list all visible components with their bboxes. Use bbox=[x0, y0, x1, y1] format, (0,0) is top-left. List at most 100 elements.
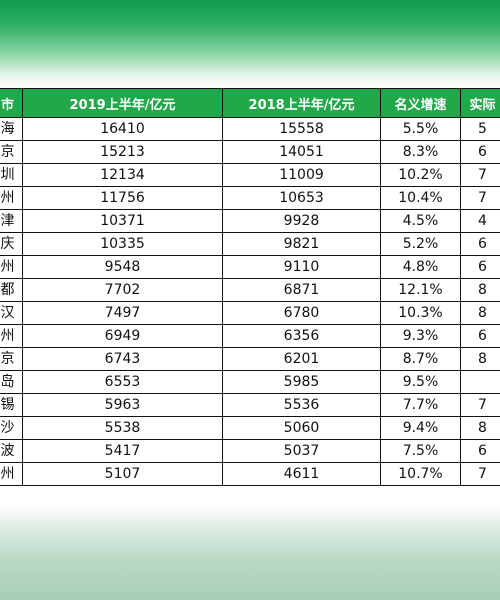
cell-2018: 6201 bbox=[222, 347, 381, 371]
cell-2019: 5417 bbox=[22, 439, 223, 463]
cell-2019: 7497 bbox=[22, 301, 223, 325]
cell-real: 7 bbox=[460, 163, 500, 187]
gdp-table-container: 市 2019上半年/亿元 2018上半年/亿元 名义增速 实际 海 16410 15… bbox=[0, 88, 500, 486]
table-row: 京 6743 6201 8.7% 8 bbox=[0, 347, 500, 371]
gdp-comparison-table: 市 2019上半年/亿元 2018上半年/亿元 名义增速 实际 海 16410 15… bbox=[0, 88, 500, 486]
cell-2019: 12134 bbox=[22, 163, 223, 187]
table-row: 州 6949 6356 9.3% 6 bbox=[0, 324, 500, 348]
cell-nominal: 5.2% bbox=[380, 232, 461, 256]
table-body: 海 16410 15558 5.5% 5 京 15213 14051 8.3% 6 圳 12134… bbox=[0, 117, 500, 486]
table-row: 岛 6553 5985 9.5% bbox=[0, 370, 500, 394]
cell-real: 6 bbox=[460, 439, 500, 463]
cell-2018: 11009 bbox=[222, 163, 381, 187]
cell-2018: 9928 bbox=[222, 209, 381, 233]
cell-2019: 6553 bbox=[22, 370, 223, 394]
cell-real: 6 bbox=[460, 324, 500, 348]
cell-real bbox=[460, 370, 500, 394]
cell-2018: 4611 bbox=[222, 462, 381, 486]
table-row: 海 16410 15558 5.5% 5 bbox=[0, 117, 500, 141]
cell-2018: 14051 bbox=[222, 140, 381, 164]
table-row: 圳 12134 11009 10.2% 7 bbox=[0, 163, 500, 187]
cell-nominal: 4.5% bbox=[380, 209, 461, 233]
cell-city: 海 bbox=[0, 117, 23, 141]
table-row: 汉 7497 6780 10.3% 8 bbox=[0, 301, 500, 325]
header-nominal-growth: 名义增速 bbox=[380, 88, 461, 118]
cell-city: 京 bbox=[0, 347, 23, 371]
cell-nominal: 10.2% bbox=[380, 163, 461, 187]
table-header-row: 市 2019上半年/亿元 2018上半年/亿元 名义增速 实际 bbox=[0, 88, 500, 118]
table-row: 津 10371 9928 4.5% 4 bbox=[0, 209, 500, 233]
cell-nominal: 8.3% bbox=[380, 140, 461, 164]
cell-city: 岛 bbox=[0, 370, 23, 394]
cell-2019: 6949 bbox=[22, 324, 223, 348]
cell-real: 8 bbox=[460, 278, 500, 302]
cell-city: 锡 bbox=[0, 393, 23, 417]
cell-city: 津 bbox=[0, 209, 23, 233]
cell-2019: 16410 bbox=[22, 117, 223, 141]
cell-2019: 7702 bbox=[22, 278, 223, 302]
cell-city: 圳 bbox=[0, 163, 23, 187]
cell-2018: 5037 bbox=[222, 439, 381, 463]
cell-nominal: 10.7% bbox=[380, 462, 461, 486]
cell-2018: 9821 bbox=[222, 232, 381, 256]
cell-city: 沙 bbox=[0, 416, 23, 440]
cell-nominal: 8.7% bbox=[380, 347, 461, 371]
cell-2018: 6871 bbox=[222, 278, 381, 302]
cell-nominal: 10.3% bbox=[380, 301, 461, 325]
cell-2018: 5060 bbox=[222, 416, 381, 440]
cell-2018: 5985 bbox=[222, 370, 381, 394]
cell-2018: 5536 bbox=[222, 393, 381, 417]
table-row: 沙 5538 5060 9.4% 8 bbox=[0, 416, 500, 440]
cell-real: 7 bbox=[460, 186, 500, 210]
cell-2019: 11756 bbox=[22, 186, 223, 210]
cell-nominal: 9.5% bbox=[380, 370, 461, 394]
cell-city: 州 bbox=[0, 255, 23, 279]
table-row: 锡 5963 5536 7.7% 7 bbox=[0, 393, 500, 417]
cell-real: 5 bbox=[460, 117, 500, 141]
cell-nominal: 9.3% bbox=[380, 324, 461, 348]
cell-city: 庆 bbox=[0, 232, 23, 256]
cell-city: 都 bbox=[0, 278, 23, 302]
table-row: 州 5107 4611 10.7% 7 bbox=[0, 462, 500, 486]
table-row: 波 5417 5037 7.5% 6 bbox=[0, 439, 500, 463]
cell-2019: 9548 bbox=[22, 255, 223, 279]
cell-2019: 5538 bbox=[22, 416, 223, 440]
cell-city: 州 bbox=[0, 186, 23, 210]
cell-2018: 6780 bbox=[222, 301, 381, 325]
cell-city: 州 bbox=[0, 324, 23, 348]
cell-2019: 5107 bbox=[22, 462, 223, 486]
cell-nominal: 4.8% bbox=[380, 255, 461, 279]
cell-2018: 9110 bbox=[222, 255, 381, 279]
table-row: 都 7702 6871 12.1% 8 bbox=[0, 278, 500, 302]
cell-real: 6 bbox=[460, 255, 500, 279]
cell-real: 8 bbox=[460, 347, 500, 371]
cell-real: 4 bbox=[460, 209, 500, 233]
cell-2019: 15213 bbox=[22, 140, 223, 164]
cell-nominal: 7.5% bbox=[380, 439, 461, 463]
cell-nominal: 12.1% bbox=[380, 278, 461, 302]
table-row: 京 15213 14051 8.3% 6 bbox=[0, 140, 500, 164]
cell-real: 8 bbox=[460, 301, 500, 325]
table-row: 庆 10335 9821 5.2% 6 bbox=[0, 232, 500, 256]
cell-2019: 5963 bbox=[22, 393, 223, 417]
cell-nominal: 5.5% bbox=[380, 117, 461, 141]
header-real-growth: 实际 bbox=[460, 88, 500, 118]
cell-city: 州 bbox=[0, 462, 23, 486]
table-row: 州 11756 10653 10.4% 7 bbox=[0, 186, 500, 210]
header-2019-h1: 2019上半年/亿元 bbox=[22, 88, 223, 118]
cell-2018: 6356 bbox=[222, 324, 381, 348]
header-2018-h1: 2018上半年/亿元 bbox=[222, 88, 381, 118]
cell-real: 6 bbox=[460, 140, 500, 164]
cell-2018: 10653 bbox=[222, 186, 381, 210]
cell-city: 京 bbox=[0, 140, 23, 164]
cell-2019: 10371 bbox=[22, 209, 223, 233]
cell-2019: 10335 bbox=[22, 232, 223, 256]
cell-real: 6 bbox=[460, 232, 500, 256]
cell-real: 8 bbox=[460, 416, 500, 440]
table-row: 州 9548 9110 4.8% 6 bbox=[0, 255, 500, 279]
header-city: 市 bbox=[0, 88, 23, 118]
cell-real: 7 bbox=[460, 393, 500, 417]
cell-city: 波 bbox=[0, 439, 23, 463]
cell-city: 汉 bbox=[0, 301, 23, 325]
cell-nominal: 7.7% bbox=[380, 393, 461, 417]
